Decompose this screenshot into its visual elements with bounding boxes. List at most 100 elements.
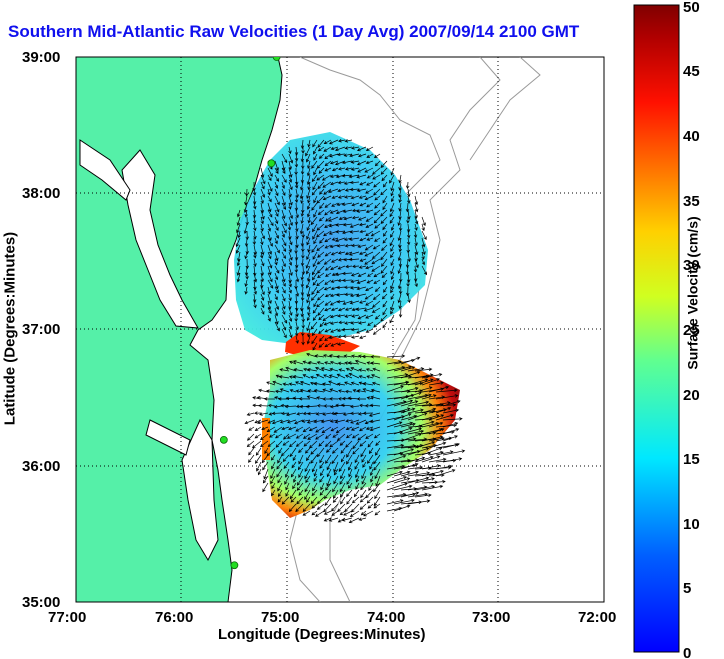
velocity-arrow (356, 188, 367, 193)
velocity-arrow (313, 419, 325, 424)
velocity-arrow (365, 209, 374, 214)
velocity-arrow (281, 258, 286, 268)
velocity-arrow (333, 461, 339, 473)
velocity-arrow (330, 265, 339, 271)
velocity-arrow (328, 335, 339, 340)
velocity-arrow (306, 300, 311, 311)
velocity-arrow (295, 258, 299, 269)
velocity-arrow (320, 468, 325, 477)
velocity-arrow (359, 300, 367, 304)
velocity-arrow (359, 503, 367, 510)
velocity-arrow (383, 230, 388, 237)
velocity-arrow (312, 482, 318, 492)
velocity-arrow (260, 195, 264, 205)
velocity-arrow (271, 419, 283, 425)
velocity-arrow (300, 174, 305, 184)
velocity-arrow (390, 258, 395, 266)
velocity-arrow (386, 470, 403, 477)
velocity-arrow (343, 285, 353, 290)
velocity-arrow (398, 195, 402, 203)
velocity-arrow (255, 447, 262, 456)
velocity-arrow (365, 489, 374, 499)
velocity-arrow (374, 195, 381, 201)
velocity-arrow (414, 367, 433, 372)
velocity-arrow (245, 244, 249, 255)
velocity-arrow (323, 374, 332, 379)
velocity-arrow (327, 188, 339, 194)
velocity-arrow (306, 293, 311, 304)
velocity-arrow (267, 195, 272, 203)
velocity-arrow (356, 209, 367, 213)
velocity-arrow (361, 475, 367, 485)
velocity-arrow (244, 237, 249, 247)
velocity-arrow (274, 174, 279, 182)
velocity-arrow (397, 230, 402, 242)
velocity-arrow (342, 230, 353, 235)
velocity-arrow (366, 375, 374, 379)
velocity-arrow (322, 388, 332, 393)
velocity-arrow (254, 426, 262, 432)
velocity-arrow (333, 468, 339, 476)
colorbar-tick-label: 10 (683, 516, 700, 533)
y-tick-label: 39:00 (22, 49, 60, 66)
velocity-arrow (353, 489, 360, 498)
velocity-arrow (407, 378, 429, 386)
velocity-arrow (267, 419, 276, 424)
velocity-arrow (382, 307, 388, 316)
velocity-arrow (349, 300, 360, 305)
velocity-arrow (282, 382, 290, 386)
velocity-arrow (414, 258, 419, 269)
velocity-arrow (339, 489, 346, 498)
velocity-arrow (303, 440, 311, 447)
velocity-arrow (421, 244, 426, 256)
velocity-arrow (307, 328, 311, 338)
x-tick-label: 74:00 (367, 609, 405, 626)
velocity-arrow (406, 279, 410, 288)
velocity-arrow (442, 417, 463, 421)
velocity-arrow (312, 181, 318, 191)
velocity-arrow (278, 447, 283, 454)
velocity-arrow (318, 440, 325, 447)
velocity-arrow (315, 366, 325, 372)
velocity-arrow (310, 454, 318, 464)
velocity-arrow (332, 433, 339, 438)
velocity-arrow (262, 482, 269, 493)
velocity-arrow (330, 342, 339, 347)
velocity-arrow (373, 433, 381, 439)
velocity-arrow (253, 265, 257, 277)
velocity-arrow (300, 209, 305, 217)
velocity-arrow (413, 230, 418, 239)
velocity-arrow (288, 230, 292, 240)
velocity-arrow (254, 419, 262, 424)
velocity-arrow (325, 433, 332, 439)
velocity-arrow (329, 360, 339, 365)
velocity-arrow (386, 373, 409, 379)
velocity-arrow (305, 279, 311, 289)
velocity-arrow (289, 447, 297, 458)
velocity-arrow (421, 378, 440, 386)
velocity-arrow (347, 461, 353, 471)
velocity-arrow (260, 174, 266, 185)
velocity-arrow (337, 180, 346, 185)
colorbar-tick-label: 5 (683, 580, 691, 597)
velocity-arrow (334, 146, 346, 152)
velocity-arrow (367, 503, 374, 509)
x-tick-label: 72:00 (578, 609, 616, 626)
velocity-arrow (407, 465, 424, 470)
velocity-arrow (368, 447, 374, 455)
velocity-arrow (339, 475, 346, 485)
velocity-arrow (336, 382, 346, 386)
velocity-arrow (260, 258, 265, 267)
velocity-arrow (335, 223, 346, 227)
velocity-arrow (267, 244, 273, 255)
velocity-arrow (288, 244, 292, 253)
velocity-arrow (367, 454, 374, 464)
velocity-arrow (407, 456, 426, 463)
velocity-arrow (386, 451, 404, 456)
velocity-arrow (398, 300, 402, 310)
velocity-arrow (334, 419, 346, 424)
x-tick-label: 76:00 (155, 609, 193, 626)
velocity-arrow (324, 153, 332, 160)
velocity-arrow (294, 202, 299, 212)
velocity-arrow (306, 272, 311, 282)
